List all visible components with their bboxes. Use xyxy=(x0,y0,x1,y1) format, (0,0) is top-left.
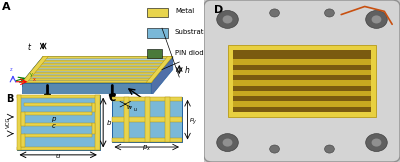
Bar xyxy=(21,134,25,147)
Text: Metal: Metal xyxy=(175,8,194,14)
Text: Substrate: Substrate xyxy=(175,29,209,35)
Bar xyxy=(24,134,92,137)
Polygon shape xyxy=(42,56,173,58)
Bar xyxy=(145,97,150,142)
Text: $u$: $u$ xyxy=(55,152,61,160)
Polygon shape xyxy=(22,83,151,87)
Bar xyxy=(24,103,92,106)
Polygon shape xyxy=(30,75,153,77)
Circle shape xyxy=(324,145,334,153)
Text: z: z xyxy=(10,67,12,72)
Bar xyxy=(234,80,371,86)
Circle shape xyxy=(372,15,381,23)
Circle shape xyxy=(223,139,232,147)
Bar xyxy=(228,45,376,117)
Bar xyxy=(16,95,100,98)
Bar xyxy=(92,103,95,112)
Bar xyxy=(112,138,182,142)
Bar xyxy=(112,97,182,101)
Text: B: B xyxy=(6,94,14,104)
Polygon shape xyxy=(22,56,173,83)
Polygon shape xyxy=(40,64,163,65)
Polygon shape xyxy=(22,83,151,87)
Polygon shape xyxy=(22,81,153,83)
Text: $p_x$: $p_x$ xyxy=(142,144,152,153)
Circle shape xyxy=(217,11,238,28)
Circle shape xyxy=(217,134,238,151)
Circle shape xyxy=(270,9,280,17)
Bar xyxy=(234,101,371,107)
Bar xyxy=(16,95,21,150)
Bar xyxy=(234,59,371,65)
Polygon shape xyxy=(151,56,173,96)
Text: D: D xyxy=(214,5,223,15)
Text: $p$: $p$ xyxy=(51,115,57,124)
Bar xyxy=(165,97,170,142)
Polygon shape xyxy=(22,56,173,83)
Polygon shape xyxy=(42,60,166,62)
Text: $h$: $h$ xyxy=(184,64,190,75)
Text: $b$: $b$ xyxy=(106,118,112,127)
Text: $t$: $t$ xyxy=(27,40,32,52)
Bar xyxy=(112,117,182,122)
Text: $p$: $p$ xyxy=(189,116,195,124)
Polygon shape xyxy=(28,78,151,80)
Text: C: C xyxy=(109,93,116,103)
Bar xyxy=(21,112,25,126)
Text: $w$: $w$ xyxy=(126,104,133,111)
Circle shape xyxy=(366,134,387,151)
Bar xyxy=(112,97,182,142)
Text: x: x xyxy=(32,77,35,82)
Polygon shape xyxy=(146,56,173,83)
Bar xyxy=(147,7,168,17)
Bar xyxy=(95,95,100,150)
Bar xyxy=(92,123,95,134)
Text: PIN diode: PIN diode xyxy=(175,50,208,56)
Bar xyxy=(234,70,371,75)
FancyBboxPatch shape xyxy=(204,0,400,162)
Text: y: y xyxy=(30,72,33,77)
Bar xyxy=(24,123,92,126)
Text: $c$: $c$ xyxy=(51,122,57,130)
Polygon shape xyxy=(22,56,48,83)
Polygon shape xyxy=(35,69,158,71)
Bar xyxy=(234,91,371,96)
Text: A: A xyxy=(2,2,11,12)
Text: VCC: VCC xyxy=(6,117,11,128)
Polygon shape xyxy=(22,83,151,96)
Bar xyxy=(124,97,129,142)
Bar xyxy=(16,95,100,150)
Bar xyxy=(16,147,100,150)
Polygon shape xyxy=(38,66,161,68)
Circle shape xyxy=(324,9,334,17)
Bar xyxy=(147,28,168,38)
Polygon shape xyxy=(32,72,156,74)
Circle shape xyxy=(366,11,387,28)
Bar xyxy=(234,50,371,112)
Bar xyxy=(147,49,162,58)
Circle shape xyxy=(372,139,381,147)
Circle shape xyxy=(223,15,232,23)
Text: $y$: $y$ xyxy=(192,118,198,126)
Bar xyxy=(24,112,92,115)
Text: $u$: $u$ xyxy=(133,106,138,113)
Circle shape xyxy=(270,145,280,153)
